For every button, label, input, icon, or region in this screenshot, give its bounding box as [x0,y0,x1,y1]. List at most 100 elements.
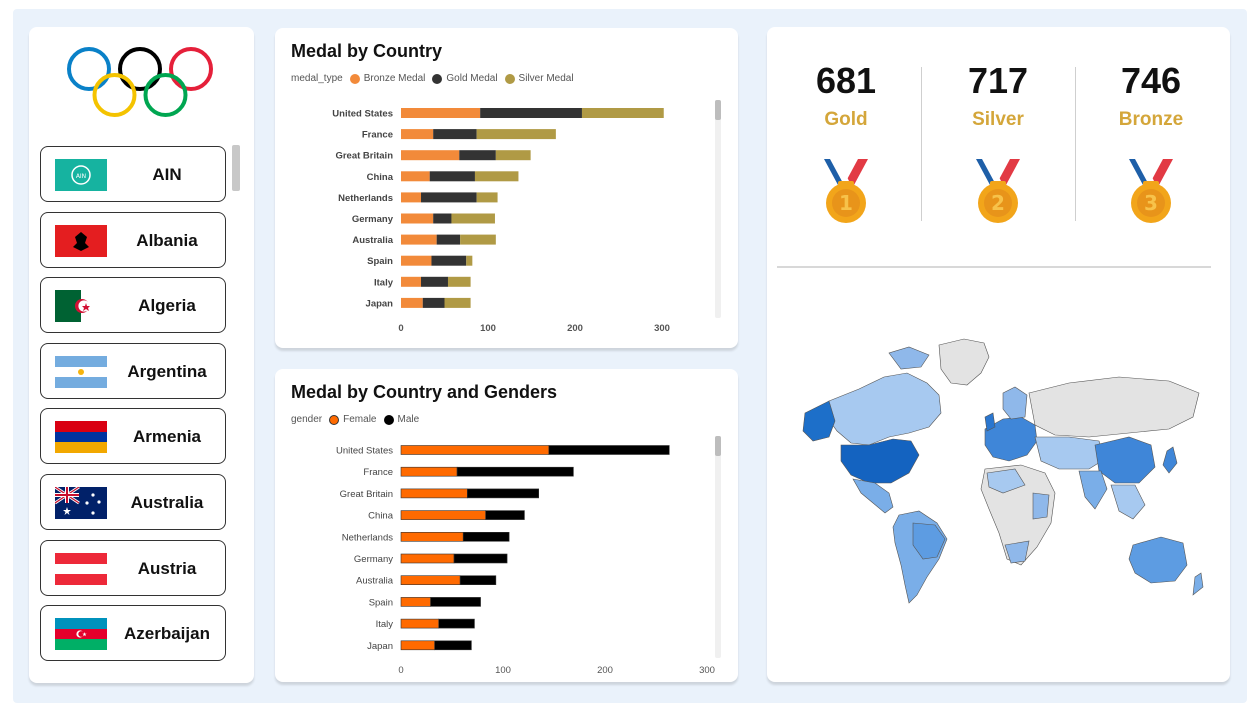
category-label: United States [332,109,393,120]
country-button-azerbaijan[interactable]: Azerbaijan [40,605,226,662]
x-tick-label: 300 [654,323,670,334]
bar-bronze-medal[interactable] [401,192,422,203]
bar-gold-medal[interactable] [429,171,475,182]
country-name: Austria [137,558,197,578]
bar-bronze-medal[interactable] [401,234,437,245]
silver-count: 717 [967,60,1029,101]
legend-swatch-gold [432,73,443,84]
bar-gold-medal[interactable] [421,192,477,203]
bar-gold-medal[interactable] [480,108,582,118]
chart1-scroll-thumb[interactable] [715,100,721,120]
category-label: China [367,172,394,183]
bar-male[interactable] [462,532,510,542]
category-label: France [362,130,393,141]
bronze-medal-icon: 3 [1129,159,1173,223]
chart1-scrollbar[interactable] [715,100,721,318]
bar-male[interactable] [485,510,525,520]
country-name: Argentina [127,361,207,381]
chart-title: Medal by Country [291,41,443,61]
map-region-usa [840,438,920,484]
bar-female[interactable] [400,466,458,477]
bar-female[interactable] [400,510,486,520]
bar-gold-medal[interactable] [422,297,445,308]
bar-silver-medal[interactable] [444,297,471,308]
bar-male[interactable] [434,640,472,651]
bar-male[interactable] [548,445,670,455]
country-button-australia[interactable]: Australia [40,474,226,530]
bar-gold-medal[interactable] [433,129,477,140]
bar-silver-medal[interactable] [447,276,471,287]
bar-bronze-medal[interactable] [401,255,432,266]
bar-silver-medal[interactable] [474,171,519,182]
chart2-scroll-thumb[interactable] [715,436,721,456]
bronze-kpi: 746 Bronze 3 [1076,57,1226,223]
bar-bronze-medal[interactable] [401,129,434,140]
category-label: Spain [367,256,393,267]
bar-silver-medal[interactable] [495,150,531,161]
country-button-armenia[interactable]: Armenia [40,408,226,465]
category-label: Japan [366,298,394,309]
country-button-albania[interactable]: Albania [40,211,226,268]
country-list[interactable]: AIN AIN Albania Algeria Argentina Armenia Aust… [39,145,229,673]
bar-female[interactable] [400,618,440,629]
bar-gold-medal[interactable] [436,234,461,245]
legend-label-gold: Gold Medal [446,73,498,84]
bar-silver-medal[interactable] [460,234,496,245]
bar-bronze-medal[interactable] [401,108,481,118]
map-region-brazil [912,522,946,560]
bar-bronze-medal[interactable] [401,150,460,161]
bar-female[interactable] [400,553,455,564]
bar-silver-medal[interactable] [451,213,495,224]
country-list-scrollbar[interactable] [232,145,240,191]
category-label: Netherlands [338,193,393,204]
map-region-india [1078,470,1108,510]
bar-male[interactable] [459,575,497,585]
country-button-algeria[interactable]: Algeria [40,277,226,334]
map-region-alaska [802,400,836,442]
medal-by-country-card: Medal by Country medal_type Bronze Medal… [275,28,738,348]
map-region-southeast-asia [1110,484,1146,520]
category-label: Italy [374,277,394,288]
bar-male[interactable] [456,466,574,477]
bar-male[interactable] [467,488,540,499]
bar-male[interactable] [438,618,475,629]
bar-female[interactable] [400,532,464,542]
country-button-austria[interactable]: Austria [40,539,226,596]
bar-silver-medal[interactable] [476,129,556,140]
bar-silver-medal[interactable] [581,108,664,118]
map-region-greenland [938,338,990,386]
bar-silver-medal[interactable] [466,255,473,266]
country-button-ain[interactable]: AIN AIN [40,146,226,202]
bar-female[interactable] [400,488,468,499]
legend-title: medal_type [291,73,343,84]
bar-gold-medal[interactable] [433,213,452,224]
country-button-argentina[interactable]: Argentina [40,342,226,399]
map-region-new-zealand [1192,572,1204,596]
chart-title: Medal by Country and Genders [291,382,558,402]
category-label: Great Britain [340,489,393,500]
bar-gold-medal[interactable] [431,255,467,266]
algeria-flag [55,290,107,323]
bar-female[interactable] [400,597,431,607]
x-tick-label: 200 [567,323,583,334]
bar-bronze-medal[interactable] [401,171,430,182]
bar-gold-medal[interactable] [459,150,496,161]
world-medal-map[interactable] [789,333,1209,609]
bar-silver-medal[interactable] [476,192,498,203]
chart-legend: gender Female Male [291,414,419,425]
map-region-arctic-islands [888,346,930,370]
bar-male[interactable] [453,553,508,564]
legend-swatch-silver [504,73,515,84]
bar-bronze-medal[interactable] [401,213,434,224]
bar-female[interactable] [400,575,461,585]
kpi-divider [921,67,922,221]
map-region-russia [1028,376,1200,438]
bar-bronze-medal[interactable] [401,297,423,308]
chart2-scrollbar[interactable] [715,436,721,658]
bar-female[interactable] [400,640,435,651]
bar-female[interactable] [400,445,550,455]
bar-bronze-medal[interactable] [401,276,422,287]
legend-swatch-female [329,414,340,425]
bar-gold-medal[interactable] [421,276,448,287]
bar-male[interactable] [430,597,481,607]
